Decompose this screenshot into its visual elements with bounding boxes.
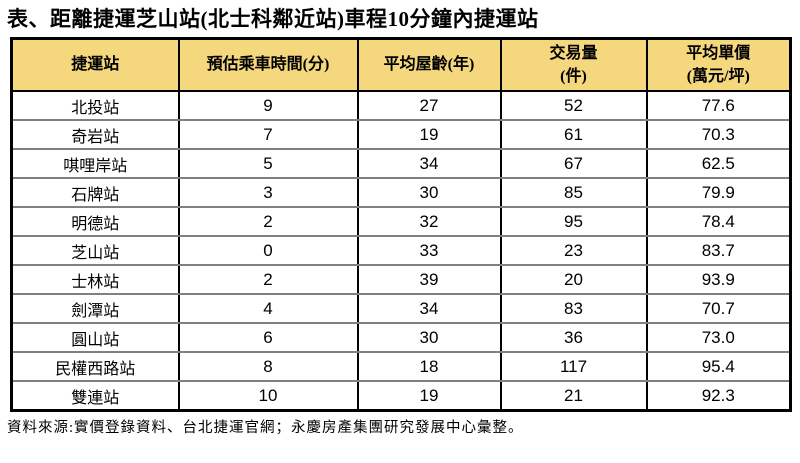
stations-table: 捷運站 預估乘車時間(分) 平均屋齡(年) 交易量 (件) 平均單價 (萬元/坪) 北投站 9… [10,37,792,412]
cell-ride_time_min: 4 [177,293,359,324]
cell-avg_unit_price: 77.6 [645,90,792,121]
table-row: 圓山站 6 30 36 73.0 [10,322,792,353]
cell-station: 石牌站 [10,177,180,208]
cell-avg_house_age_yr: 34 [356,293,502,324]
cell-avg_house_age_yr: 39 [356,264,502,295]
cell-ride_time_min: 2 [177,264,359,295]
cell-avg_house_age_yr: 34 [356,148,502,179]
table-body: 北投站 9 27 52 77.6 奇岩站 7 19 61 70.3 唭哩岸站 5 34 67 62.5 石牌站… [10,90,792,412]
table-row: 士林站 2 39 20 93.9 [10,264,792,295]
cell-transactions: 20 [499,264,648,295]
cell-station: 圓山站 [10,322,180,353]
cell-avg_house_age_yr: 33 [356,235,502,266]
source-note: 資料來源:實價登錄資料、台北捷運官網；永慶房產集團研究發展中心彙整。 [7,420,524,436]
table-header: 捷運站 預估乘車時間(分) 平均屋齡(年) 交易量 (件) 平均單價 (萬元/坪) [10,37,792,92]
cell-station: 劍潭站 [10,293,180,324]
cell-avg_unit_price: 79.9 [645,177,792,208]
table-row: 芝山站 0 33 23 83.7 [10,235,792,266]
cell-ride_time_min: 8 [177,351,359,382]
cell-avg_unit_price: 73.0 [645,322,792,353]
cell-transactions: 83 [499,293,648,324]
cell-transactions: 117 [499,351,648,382]
table-row: 北投站 9 27 52 77.6 [10,90,792,121]
cell-transactions: 36 [499,322,648,353]
cell-station: 唭哩岸站 [10,148,180,179]
cell-transactions: 95 [499,206,648,237]
table-row: 唭哩岸站 5 34 67 62.5 [10,148,792,179]
cell-transactions: 52 [499,90,648,121]
page-title: 表、距離捷運芝山站(北士科鄰近站)車程10分鐘內捷運站 [7,7,539,31]
cell-station: 奇岩站 [10,119,180,150]
cell-ride_time_min: 10 [177,380,359,412]
cell-station: 明德站 [10,206,180,237]
cell-station: 士林站 [10,264,180,295]
cell-transactions: 85 [499,177,648,208]
column-header-avg_unit_price: 平均單價 (萬元/坪) [645,37,792,92]
cell-station: 芝山站 [10,235,180,266]
column-header-station: 捷運站 [10,37,180,92]
cell-avg_house_age_yr: 27 [356,90,502,121]
table-row: 明德站 2 32 95 78.4 [10,206,792,237]
cell-avg_house_age_yr: 19 [356,380,502,412]
table-row: 奇岩站 7 19 61 70.3 [10,119,792,150]
cell-avg_unit_price: 83.7 [645,235,792,266]
cell-avg_unit_price: 95.4 [645,351,792,382]
cell-transactions: 61 [499,119,648,150]
cell-ride_time_min: 5 [177,148,359,179]
column-header-avg_house_age_yr: 平均屋齡(年) [356,37,502,92]
cell-avg_unit_price: 62.5 [645,148,792,179]
cell-avg_house_age_yr: 30 [356,177,502,208]
cell-avg_house_age_yr: 32 [356,206,502,237]
cell-ride_time_min: 6 [177,322,359,353]
cell-avg_unit_price: 70.3 [645,119,792,150]
cell-station: 雙連站 [10,380,180,412]
table-row: 民權西路站 8 18 117 95.4 [10,351,792,382]
cell-ride_time_min: 0 [177,235,359,266]
cell-ride_time_min: 3 [177,177,359,208]
column-header-ride_time_min: 預估乘車時間(分) [177,37,359,92]
cell-ride_time_min: 2 [177,206,359,237]
cell-avg_unit_price: 92.3 [645,380,792,412]
cell-avg_unit_price: 78.4 [645,206,792,237]
table-row: 劍潭站 4 34 83 70.7 [10,293,792,324]
cell-ride_time_min: 9 [177,90,359,121]
cell-transactions: 21 [499,380,648,412]
table-row: 石牌站 3 30 85 79.9 [10,177,792,208]
cell-station: 北投站 [10,90,180,121]
cell-avg_house_age_yr: 19 [356,119,502,150]
table-row: 雙連站 10 19 21 92.3 [10,380,792,412]
cell-transactions: 23 [499,235,648,266]
cell-station: 民權西路站 [10,351,180,382]
cell-avg_unit_price: 70.7 [645,293,792,324]
column-header-transactions: 交易量 (件) [499,37,648,92]
cell-ride_time_min: 7 [177,119,359,150]
cell-avg_house_age_yr: 30 [356,322,502,353]
cell-avg_house_age_yr: 18 [356,351,502,382]
header-row: 捷運站 預估乘車時間(分) 平均屋齡(年) 交易量 (件) 平均單價 (萬元/坪) [10,37,792,92]
cell-transactions: 67 [499,148,648,179]
cell-avg_unit_price: 93.9 [645,264,792,295]
